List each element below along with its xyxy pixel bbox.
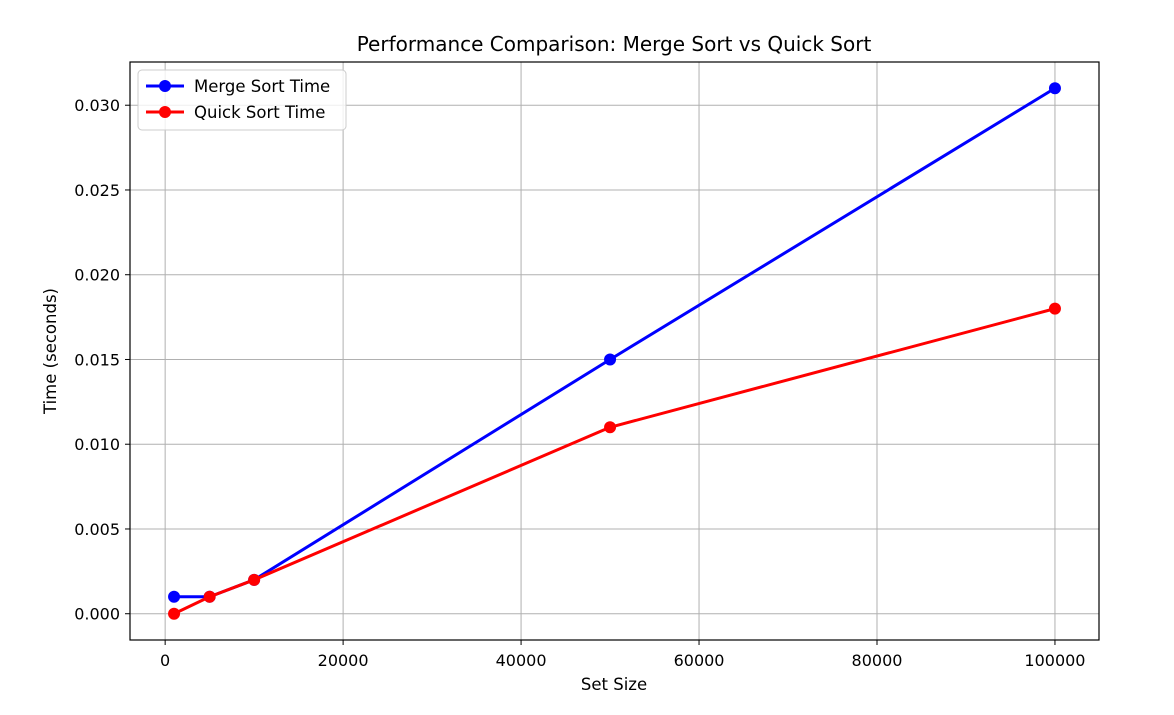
x-tick-label: 20000 bbox=[318, 651, 369, 670]
y-tick-label: 0.005 bbox=[74, 520, 120, 539]
data-point bbox=[1048, 302, 1061, 315]
legend-box bbox=[137, 69, 347, 131]
data-point bbox=[604, 353, 617, 366]
chart-title: Performance Comparison: Merge Sort vs Qu… bbox=[357, 32, 872, 56]
y-axis-title: Time (seconds) bbox=[41, 288, 60, 415]
series-layer bbox=[168, 82, 1061, 620]
y-tick-label: 0.015 bbox=[74, 350, 120, 369]
data-point bbox=[203, 590, 216, 603]
y-tick-label: 0.000 bbox=[74, 605, 120, 624]
data-point bbox=[248, 573, 261, 586]
legend-label: Merge Sort Time bbox=[194, 77, 330, 96]
legend-swatch-marker bbox=[159, 80, 171, 92]
data-point bbox=[604, 421, 617, 434]
x-tick-label: 40000 bbox=[496, 651, 547, 670]
x-tick-label: 60000 bbox=[674, 651, 725, 670]
plot-frame bbox=[129, 61, 1100, 641]
legend-label: Quick Sort Time bbox=[194, 103, 325, 122]
y-tick-label: 0.030 bbox=[74, 96, 120, 115]
legend-swatch-marker bbox=[159, 106, 171, 118]
x-tick-label: 100000 bbox=[1024, 651, 1085, 670]
x-axis-title: Set Size bbox=[581, 675, 647, 694]
x-tick-label: 0 bbox=[160, 651, 170, 670]
y-tick-label: 0.010 bbox=[74, 435, 120, 454]
data-point bbox=[168, 607, 181, 620]
data-point bbox=[168, 590, 181, 603]
y-tick-label: 0.020 bbox=[74, 266, 120, 285]
axes-layer: 0 20000 40000 60000 80000 100000 0.000 0.005 0.0… bbox=[74, 61, 1100, 670]
legend: Merge Sort Time Quick Sort Time bbox=[137, 69, 347, 131]
y-tick-label: 0.025 bbox=[74, 181, 120, 200]
data-point bbox=[1048, 82, 1061, 95]
x-tick-label: 80000 bbox=[852, 651, 903, 670]
